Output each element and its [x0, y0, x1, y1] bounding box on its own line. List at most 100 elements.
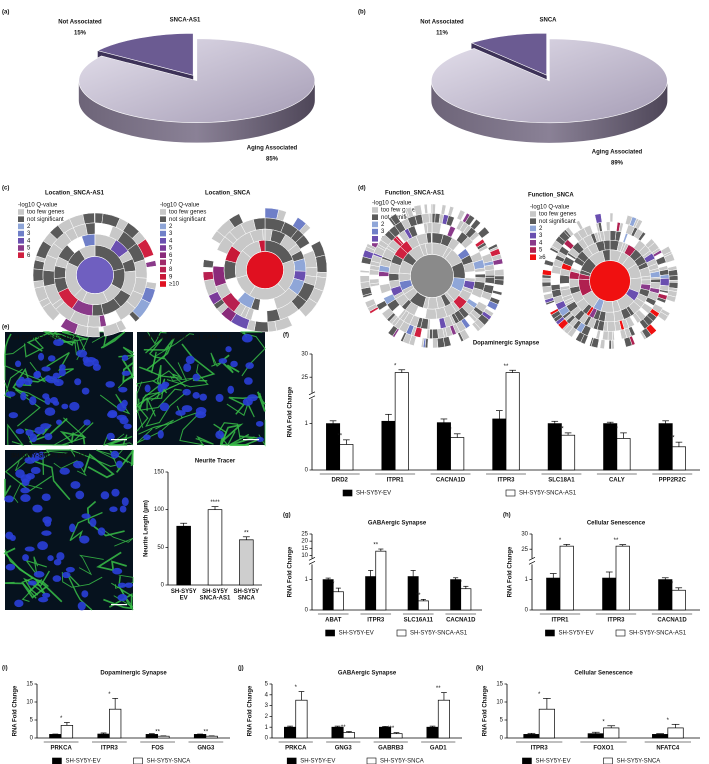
neurite [78, 554, 104, 576]
bar [523, 734, 540, 739]
sunburst-segment [223, 259, 237, 281]
nucleus [52, 400, 60, 406]
neurite [219, 423, 244, 446]
legend-title: -log10 Q-value [372, 201, 412, 207]
nucleus [119, 416, 129, 425]
panel-label: (g) [283, 513, 291, 519]
x-tick-label: PRKCA [50, 746, 72, 752]
nucleus [25, 473, 35, 480]
panel-label: (b) [358, 10, 366, 16]
nucleus [121, 354, 129, 362]
legend-label: 5 [169, 246, 173, 252]
sunburst-segment [595, 329, 601, 340]
bar [616, 438, 631, 471]
x-tick-label: SH-SY5Y SNCA-AS1 [200, 589, 231, 602]
slice-label: Not Associated [58, 20, 102, 26]
nucleus [247, 394, 258, 402]
y-tick-label: 100 [154, 507, 165, 513]
legend-swatch [160, 281, 166, 287]
nucleus [34, 426, 46, 435]
legend-swatch [505, 489, 516, 497]
axis-break-mark [308, 561, 316, 565]
x-tick-label: NFATC4 [656, 746, 680, 752]
legend-label: SH-SY5Y-SNCA-AS1 [519, 491, 577, 497]
x-tick-label: GAD1 [430, 746, 447, 752]
y-tick-label: 10 [301, 553, 308, 559]
slice-value: 11% [436, 31, 448, 37]
y-tick-label: 1 [305, 421, 309, 427]
neurite [147, 331, 167, 345]
legend-swatch [372, 221, 378, 228]
legend-label: SH-SY5Y-EV [339, 631, 374, 637]
legend-label: SH-SY5Y-SNCA-AS1 [410, 631, 468, 637]
y-tick-label: 1 [265, 725, 269, 731]
nucleus [5, 531, 14, 540]
bar [667, 727, 684, 739]
sunburst-segment [477, 244, 489, 253]
sunburst-segment [639, 330, 647, 340]
x-tick-label: GNG3 [335, 746, 353, 752]
nucleus [192, 373, 201, 382]
legend-label: ≥6 [539, 255, 546, 261]
significance-stars: **** [210, 500, 220, 506]
micrograph [5, 332, 133, 445]
nucleus [97, 527, 106, 536]
stain-label: -TUJ [63, 336, 76, 342]
y-tick-label: 1 [525, 577, 529, 583]
significance-stars: * [667, 718, 670, 724]
legend-swatch [530, 247, 536, 253]
nucleus [109, 506, 118, 513]
y-tick-label: 0 [30, 736, 34, 742]
panel-label: (h) [503, 513, 511, 519]
x-tick-label: ITPR1 [387, 478, 405, 484]
y-tick-label: 15 [26, 682, 33, 688]
bar [602, 577, 617, 611]
chart-title: GABAergic Synapse [368, 521, 427, 527]
sunburst-segment [42, 269, 56, 287]
stain-label: DAPI [48, 336, 63, 342]
legend-swatch [160, 238, 166, 244]
legend-swatch [530, 254, 536, 260]
legend-swatch [52, 757, 62, 764]
neurite [23, 336, 44, 358]
nucleus [69, 523, 76, 533]
y-tick-label: 150 [154, 470, 165, 476]
legend-title: -log10 Q-value [18, 203, 58, 209]
pie-slice [470, 32, 547, 76]
sunburst-segment [423, 203, 428, 215]
nucleus [56, 419, 63, 425]
axis-break-mark [528, 561, 536, 565]
x-tick-label: ITPR3 [101, 746, 119, 752]
bar [671, 446, 686, 471]
neurite [21, 579, 43, 603]
sunburst-segment [253, 320, 269, 333]
sunburst-segment [605, 221, 611, 232]
neurite [26, 578, 49, 595]
sunburst-segment [432, 338, 439, 349]
significance-stars: * [449, 427, 452, 433]
legend-swatch [18, 238, 24, 244]
nucleus [31, 452, 41, 462]
x-tick-label: ITPR1 [551, 618, 569, 624]
bar [538, 708, 555, 739]
sunburst-segment [484, 277, 495, 285]
significance-stars: ** [504, 364, 509, 370]
neurite [115, 574, 134, 589]
legend-label: SH-SY5Y-EV [300, 759, 335, 764]
scale-bar [111, 439, 127, 441]
pie-side [431, 80, 668, 143]
legend-swatch [530, 218, 536, 224]
nucleus [8, 412, 19, 419]
nucleus [124, 582, 133, 588]
neurite [86, 500, 125, 537]
sunburst-segment [610, 339, 615, 350]
bar [437, 699, 450, 739]
legend-swatch [18, 209, 24, 215]
legend-swatch [325, 629, 335, 637]
legend-title: -log10 Q-value [160, 203, 200, 209]
sunburst-segment [430, 203, 433, 214]
sunburst-segment [541, 285, 553, 294]
bar [505, 372, 520, 471]
bar [205, 735, 218, 739]
bar [339, 444, 354, 471]
